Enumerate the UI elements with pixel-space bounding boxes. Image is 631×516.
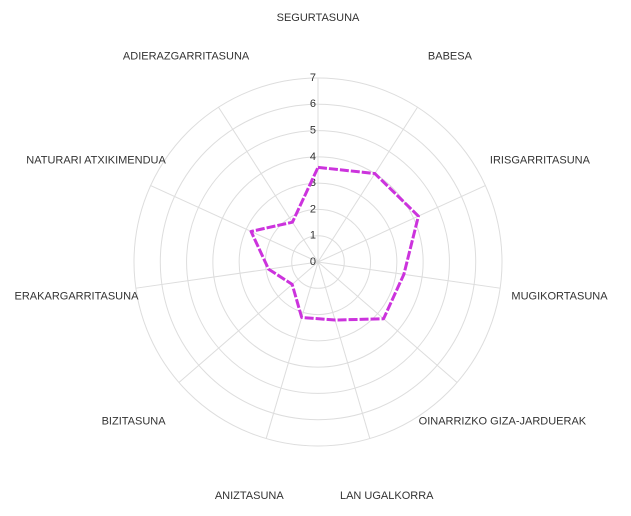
category-label: MUGIKORTASUNA bbox=[511, 291, 608, 303]
category-label: IRISGARRITASUNA bbox=[490, 155, 591, 167]
category-label: BABESA bbox=[428, 51, 473, 63]
y-tick-label: 2 bbox=[310, 203, 316, 215]
y-tick-label: 7 bbox=[310, 72, 316, 84]
spoke bbox=[150, 185, 319, 263]
category-label: SEGURTASUNA bbox=[277, 12, 360, 24]
spoke bbox=[317, 106, 418, 263]
spoke bbox=[218, 106, 319, 263]
category-label: ERAKARGARRITASUNA bbox=[15, 291, 140, 303]
y-tick-label: 1 bbox=[310, 230, 316, 242]
spoke bbox=[317, 261, 501, 289]
spoke bbox=[317, 261, 371, 439]
y-tick-label: 4 bbox=[310, 151, 316, 163]
y-tick-label: 6 bbox=[310, 98, 316, 110]
y-tick-label: 0 bbox=[310, 256, 316, 268]
y-tick-label: 5 bbox=[310, 124, 316, 136]
spoke bbox=[178, 261, 319, 383]
category-label: BIZITASUNA bbox=[102, 416, 167, 428]
category-label: ADIERAZGARRITASUNA bbox=[123, 51, 250, 63]
category-label: NATURARI ATXIKIMENDUA bbox=[26, 155, 166, 167]
radar-line bbox=[249, 165, 420, 322]
spoke bbox=[317, 185, 486, 263]
y-tick-label: 3 bbox=[310, 177, 316, 189]
category-label: ANIZTASUNA bbox=[215, 490, 285, 502]
spoke bbox=[317, 261, 458, 383]
category-label: LAN UGALKORRA bbox=[340, 490, 434, 502]
spoke bbox=[265, 261, 319, 439]
category-label: OINARRIZKO GIZA-JARDUERAK bbox=[419, 416, 587, 428]
spoke bbox=[135, 261, 319, 289]
